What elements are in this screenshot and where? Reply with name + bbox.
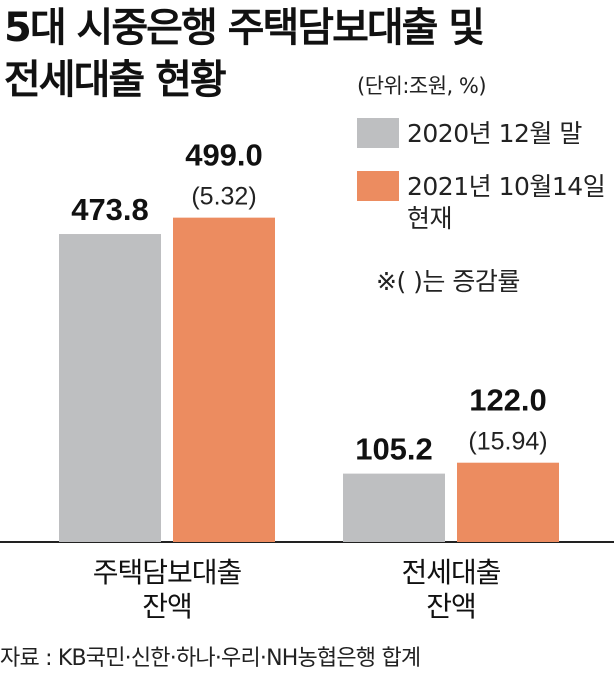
bar-s2-c1 bbox=[173, 217, 275, 542]
legend-label-2020: 2020년 12월 말 bbox=[407, 119, 582, 148]
title-line-1: 5대 시중은행 주택담보대출 및 bbox=[4, 5, 485, 51]
legend-label-2021: 2021년 10월14일 현재 bbox=[407, 172, 606, 233]
category-label-1-line-2: 잔액 bbox=[142, 590, 192, 623]
change-label-c2: (15.94) bbox=[468, 428, 547, 456]
legend-item-2020: 2020년 12월 말 bbox=[357, 118, 582, 150]
category-label-2-line-2: 잔액 bbox=[426, 590, 476, 623]
category-label-1-line-1: 주택담보대출 bbox=[93, 556, 242, 589]
unit-label: (단위:조원, %) bbox=[357, 74, 487, 98]
value-label-s2-c2: 122.0 bbox=[469, 383, 547, 418]
category-label-2-line-1: 전세대출 bbox=[401, 556, 500, 589]
bar-s1-c2 bbox=[343, 473, 445, 542]
value-label-s2-c1: 499.0 bbox=[185, 138, 263, 173]
bar-s2-c2 bbox=[457, 462, 559, 542]
legend-swatch-gray bbox=[357, 118, 399, 148]
change-rate-note: ※( )는 증감률 bbox=[376, 267, 520, 296]
legend-swatch-orange bbox=[357, 171, 399, 201]
change-label-c1: (5.32) bbox=[191, 183, 256, 211]
chart-title: 5대 시중은행 주택담보대출 및 전세대출 현황 bbox=[4, 2, 485, 106]
value-label-s1-c2: 105.2 bbox=[355, 432, 433, 467]
legend-item-2021: 2021년 10월14일 현재 bbox=[357, 171, 606, 235]
bar-chart: 473.8105.2499.0(5.32)122.0(15.94)주택담보대출잔… bbox=[0, 138, 614, 623]
title-line-2: 전세대출 현황 bbox=[4, 57, 227, 103]
value-label-s1-c1: 473.8 bbox=[71, 192, 149, 227]
source-note: 자료 : KB국민·신한·하나·우리·NH농협은행 합계 bbox=[0, 646, 421, 671]
bar-s1-c1 bbox=[59, 234, 161, 542]
